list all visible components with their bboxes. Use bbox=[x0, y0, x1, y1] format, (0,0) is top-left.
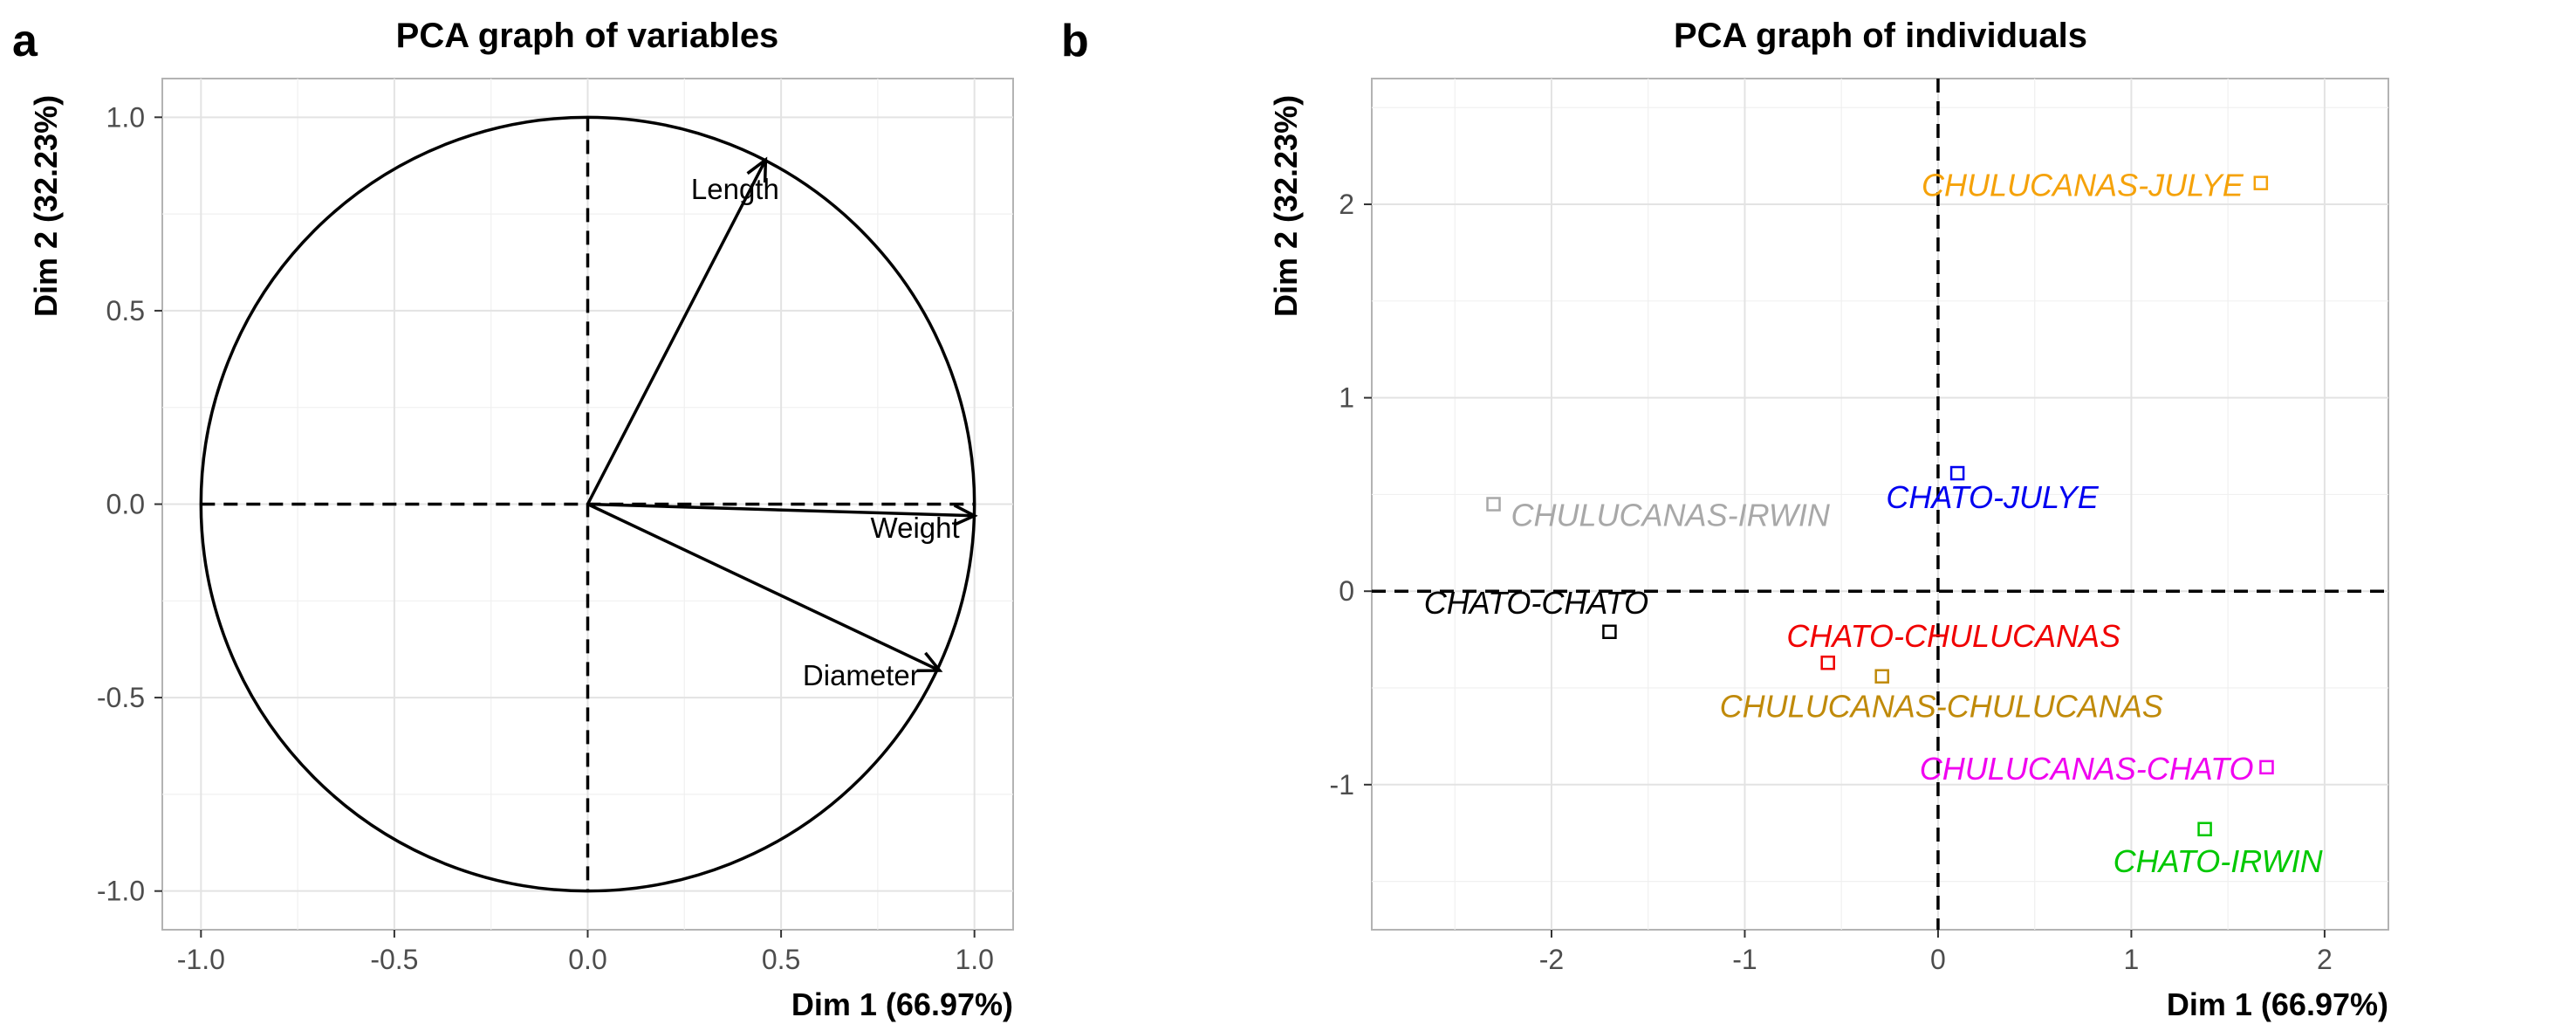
point-label-chato-irwin: CHATO-IRWIN bbox=[2114, 843, 2324, 879]
x-tick-label: 0.5 bbox=[762, 944, 800, 975]
y-tick-label: -0.5 bbox=[97, 682, 145, 713]
arrowhead-weight bbox=[953, 504, 978, 526]
variable-label-length: Length bbox=[691, 173, 779, 205]
plot-content-b: CHULUCANAS-JULYE CHATO-JULYE CHULUCANAS-IR… bbox=[1372, 79, 2388, 930]
x-tick-label: 2 bbox=[2317, 944, 2333, 975]
arrow-weight bbox=[587, 502, 975, 518]
point-label-chulucanas-julye: CHULUCANAS-JULYE bbox=[1922, 168, 2244, 203]
panel-b-individuals-chart: b CHULUCANAS-JULYECHATO-JULYECHULUCANAS-… bbox=[1061, 16, 2389, 1022]
panel-letter-b: b bbox=[1061, 16, 1089, 66]
point-chato-irwin bbox=[2197, 821, 2212, 837]
point-chulucanas-chulucanas bbox=[1874, 669, 1889, 684]
x-tick-label: -1 bbox=[1732, 944, 1757, 975]
y-tick-label: 0 bbox=[1339, 575, 1354, 607]
point-chato-julye bbox=[1949, 465, 1965, 481]
x-tick-label: 1 bbox=[2124, 944, 2140, 975]
point-label-chato-chulucanas: CHATO-CHULUCANAS bbox=[1786, 618, 2120, 654]
y-tick-label: -1.0 bbox=[97, 876, 145, 907]
y-tick-label: -1 bbox=[1330, 769, 1354, 801]
variable-label-weight: Weight bbox=[871, 512, 960, 544]
arrow-diameter bbox=[586, 502, 941, 672]
panel-a-variables-chart: a Length Weight Diameter -1.0 -0.5 0.0 0.5 1.0… bbox=[12, 16, 1014, 1022]
y-tick-label: 2 bbox=[1339, 189, 1354, 220]
x-tick-label: 1.0 bbox=[955, 944, 993, 975]
point-chulucanas-chato bbox=[2259, 760, 2274, 775]
y-axis-title-b: Dim 2 (32.23%) bbox=[1268, 95, 1304, 317]
y-tick-label: 0.0 bbox=[106, 489, 145, 520]
arrowhead-diameter bbox=[916, 651, 943, 673]
y-tick-label: 1.0 bbox=[106, 101, 145, 133]
y-tick-labels-b: -1 0 1 2 bbox=[1330, 189, 1354, 801]
point-chulucanas-irwin bbox=[1486, 497, 1501, 512]
x-tick-labels-a: -1.0 -0.5 0.0 0.5 1.0 bbox=[177, 944, 994, 975]
x-tick-label: -1.0 bbox=[177, 944, 225, 975]
x-axis-title-a: Dim 1 (66.97%) bbox=[791, 986, 1013, 1022]
y-axis-title-a: Dim 2 (32.23%) bbox=[28, 95, 64, 317]
x-tick-label: -0.5 bbox=[370, 944, 418, 975]
plot-content-a: Length Weight Diameter bbox=[199, 115, 978, 893]
point-label-chato-julye: CHATO-JULYE bbox=[1886, 479, 2099, 515]
point-label-chulucanas-chato: CHULUCANAS-CHATO bbox=[1920, 751, 2254, 787]
x-tick-labels-b: -2 -1 0 1 2 bbox=[1539, 944, 2333, 975]
panel-letter-a: a bbox=[12, 16, 38, 66]
point-label-chulucanas-irwin: CHULUCANAS-IRWIN bbox=[1511, 498, 1831, 533]
variable-label-diameter: Diameter bbox=[803, 659, 920, 691]
point-chato-chato bbox=[1602, 624, 1617, 639]
point-chulucanas-julye bbox=[2253, 175, 2269, 190]
chart-title-b: PCA graph of individuals bbox=[1674, 17, 2087, 55]
y-tick-label: 1 bbox=[1339, 382, 1354, 414]
arrowhead-length bbox=[746, 156, 768, 183]
x-axis-title-b: Dim 1 (66.97%) bbox=[2167, 986, 2388, 1022]
arrow-length bbox=[586, 159, 767, 505]
x-tick-label: 0.0 bbox=[568, 944, 606, 975]
point-chato-chulucanas bbox=[1820, 655, 1835, 670]
x-tick-label: 0 bbox=[1930, 944, 1946, 975]
point-label-chato-chato: CHATO-CHATO bbox=[1424, 585, 1648, 621]
chart-title-a: PCA graph of variables bbox=[396, 17, 779, 55]
x-tick-label: -2 bbox=[1539, 944, 1564, 975]
point-label-chulucanas-chulucanas: CHULUCANAS-CHULUCANAS bbox=[1720, 689, 2163, 725]
plot-area-b bbox=[1371, 78, 2389, 931]
y-tick-label: 0.5 bbox=[106, 295, 145, 326]
y-tick-labels-a: -1.0 -0.5 0.0 0.5 1.0 bbox=[97, 101, 145, 906]
